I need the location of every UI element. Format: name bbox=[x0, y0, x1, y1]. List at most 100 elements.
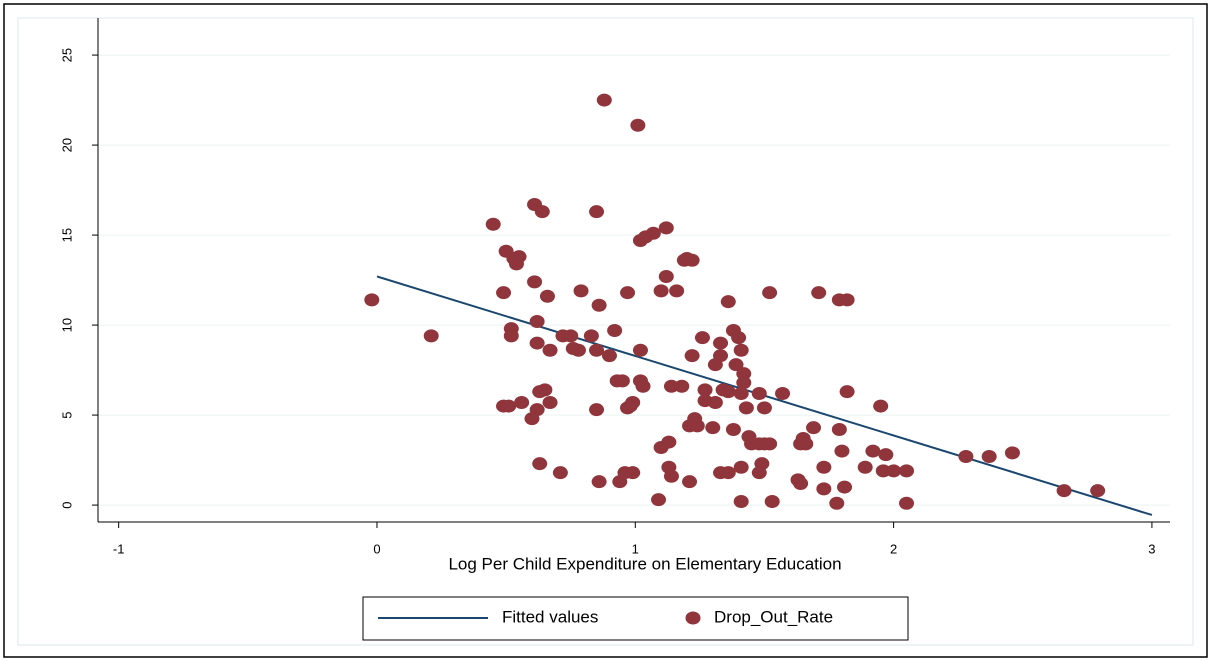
data-point bbox=[899, 496, 915, 510]
data-point bbox=[529, 336, 545, 350]
data-point bbox=[958, 449, 974, 463]
data-point bbox=[661, 435, 677, 449]
data-point bbox=[630, 118, 646, 132]
data-point bbox=[756, 401, 772, 415]
data-point bbox=[529, 314, 545, 328]
data-point bbox=[663, 469, 679, 483]
data-point bbox=[736, 367, 752, 381]
data-point bbox=[733, 460, 749, 474]
y-tick-label: 20 bbox=[59, 138, 74, 152]
data-point bbox=[563, 329, 579, 343]
data-point bbox=[620, 286, 636, 300]
x-tick-label: 1 bbox=[632, 541, 639, 556]
data-point bbox=[731, 331, 747, 345]
data-point bbox=[899, 464, 915, 478]
data-point bbox=[816, 482, 832, 496]
data-point bbox=[736, 376, 752, 390]
data-point bbox=[658, 221, 674, 235]
data-point bbox=[878, 448, 894, 462]
y-tick-label: 0 bbox=[59, 501, 74, 508]
data-point bbox=[591, 298, 607, 312]
data-point bbox=[682, 475, 698, 489]
x-tick-label: 0 bbox=[373, 541, 380, 556]
data-point bbox=[1090, 484, 1106, 498]
data-point bbox=[733, 494, 749, 508]
data-point bbox=[733, 343, 749, 357]
data-point bbox=[508, 257, 524, 271]
data-point bbox=[601, 349, 617, 363]
x-axis-title: Log Per Child Expenditure on Elementary … bbox=[448, 554, 841, 573]
inner-frame bbox=[17, 17, 1194, 646]
legend-label: Drop_Out_Rate bbox=[714, 607, 833, 626]
data-point bbox=[816, 460, 832, 474]
data-point bbox=[589, 343, 605, 357]
data-point bbox=[527, 275, 543, 289]
data-point bbox=[653, 284, 669, 298]
data-point bbox=[532, 457, 548, 471]
legend-marker bbox=[685, 611, 701, 625]
legend-label: Fitted values bbox=[502, 607, 598, 626]
data-point bbox=[762, 286, 778, 300]
data-point bbox=[632, 343, 648, 357]
data-point bbox=[589, 205, 605, 219]
y-tick-label: 25 bbox=[59, 48, 74, 62]
data-point bbox=[514, 395, 530, 409]
data-point bbox=[707, 395, 723, 409]
data-point bbox=[589, 403, 605, 417]
data-point bbox=[713, 349, 729, 363]
data-point bbox=[684, 253, 700, 267]
y-tick-label: 15 bbox=[59, 228, 74, 242]
data-point bbox=[733, 386, 749, 400]
data-point bbox=[364, 293, 380, 307]
y-tick-label: 5 bbox=[59, 411, 74, 418]
data-point bbox=[625, 466, 641, 480]
data-point bbox=[694, 331, 710, 345]
data-point bbox=[596, 93, 612, 107]
data-point bbox=[1004, 446, 1020, 460]
data-point bbox=[423, 329, 439, 343]
data-point bbox=[886, 464, 902, 478]
data-point bbox=[793, 476, 809, 490]
data-point bbox=[607, 323, 623, 337]
data-point bbox=[539, 289, 555, 303]
data-point bbox=[503, 329, 519, 343]
data-point bbox=[811, 286, 827, 300]
data-point bbox=[875, 464, 891, 478]
data-point bbox=[658, 269, 674, 283]
data-point bbox=[570, 343, 586, 357]
data-point bbox=[720, 385, 736, 399]
data-point bbox=[501, 399, 517, 413]
x-tick-label: 2 bbox=[890, 541, 897, 556]
x-tick-label: -1 bbox=[113, 541, 125, 556]
data-point bbox=[674, 379, 690, 393]
data-point bbox=[806, 421, 822, 435]
data-point bbox=[573, 284, 589, 298]
x-tick-label: 3 bbox=[1148, 541, 1155, 556]
y-tick-label: 10 bbox=[59, 318, 74, 332]
data-point bbox=[831, 422, 847, 436]
data-point bbox=[689, 419, 705, 433]
data-point bbox=[865, 444, 881, 458]
data-point bbox=[720, 295, 736, 309]
outer-frame bbox=[3, 3, 1208, 658]
data-point bbox=[552, 466, 568, 480]
data-point bbox=[663, 379, 679, 393]
data-point bbox=[534, 205, 550, 219]
data-point bbox=[669, 284, 685, 298]
data-point bbox=[751, 466, 767, 480]
data-point bbox=[839, 385, 855, 399]
data-point bbox=[981, 449, 997, 463]
data-point bbox=[762, 437, 778, 451]
data-point bbox=[591, 475, 607, 489]
data-point bbox=[684, 349, 700, 363]
data-point bbox=[764, 494, 780, 508]
data-point bbox=[705, 421, 721, 435]
data-point bbox=[725, 422, 741, 436]
data-point bbox=[1056, 484, 1072, 498]
data-point bbox=[697, 383, 713, 397]
data-point bbox=[873, 399, 889, 413]
data-point bbox=[524, 412, 540, 426]
data-point bbox=[798, 437, 814, 451]
data-point bbox=[834, 444, 850, 458]
